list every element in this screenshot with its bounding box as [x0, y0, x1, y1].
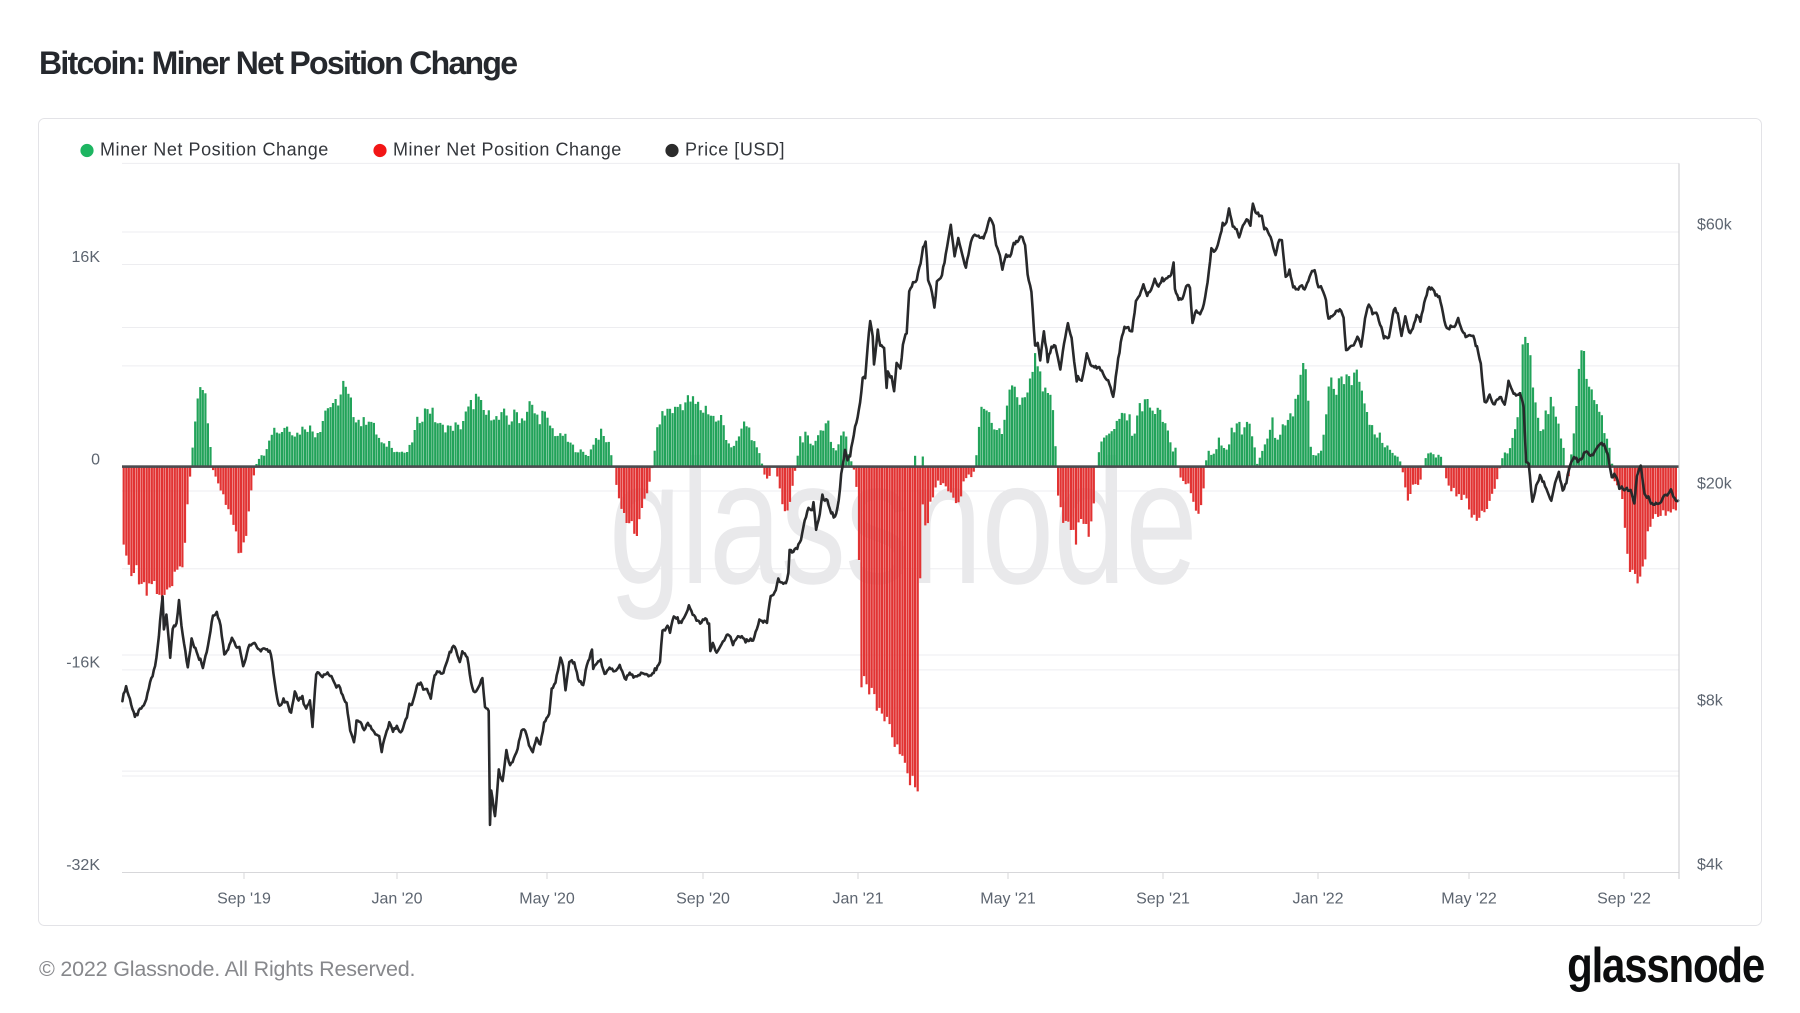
- svg-text:Sep '22: Sep '22: [1597, 891, 1651, 908]
- svg-text:16K: 16K: [72, 249, 101, 266]
- svg-text:-32K: -32K: [66, 857, 100, 874]
- svg-text:Miner Net Position Change: Miner Net Position Change: [393, 140, 622, 160]
- svg-text:© 2022 Glassnode. All Rights R: © 2022 Glassnode. All Rights Reserved.: [39, 957, 415, 981]
- svg-text:glassnode: glassnode: [1567, 937, 1764, 993]
- svg-text:$20k: $20k: [1697, 476, 1733, 493]
- svg-text:May '22: May '22: [1441, 891, 1497, 908]
- svg-text:Price [USD]: Price [USD]: [685, 140, 785, 160]
- svg-text:0: 0: [91, 452, 100, 469]
- svg-text:$60k: $60k: [1697, 217, 1733, 234]
- svg-text:Jan '20: Jan '20: [371, 891, 422, 908]
- svg-text:May '20: May '20: [519, 891, 575, 908]
- svg-text:Sep '20: Sep '20: [676, 891, 730, 908]
- svg-text:Jan '22: Jan '22: [1292, 891, 1343, 908]
- svg-text:-16K: -16K: [66, 655, 100, 672]
- svg-text:May '21: May '21: [980, 891, 1036, 908]
- svg-text:$8k: $8k: [1697, 693, 1724, 710]
- svg-text:$4k: $4k: [1697, 857, 1724, 874]
- svg-text:Bitcoin: Miner Net Position Ch: Bitcoin: Miner Net Position Change: [39, 45, 517, 81]
- svg-text:Sep '21: Sep '21: [1136, 891, 1190, 908]
- svg-text:Miner Net Position Change: Miner Net Position Change: [100, 140, 329, 160]
- svg-text:Sep '19: Sep '19: [217, 891, 271, 908]
- svg-text:Jan '21: Jan '21: [832, 891, 883, 908]
